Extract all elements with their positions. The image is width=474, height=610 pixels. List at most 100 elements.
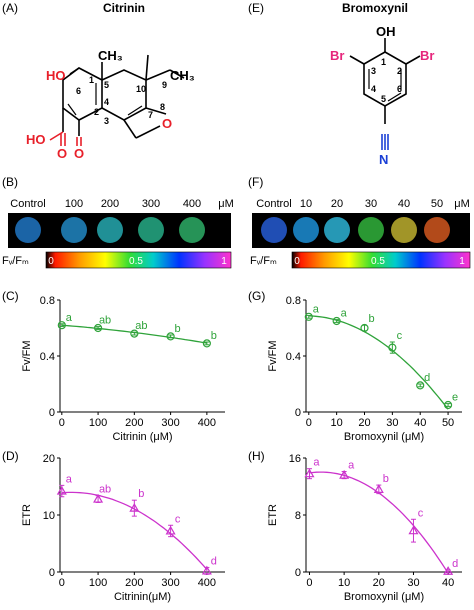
f-colorbar-tick-0: 0 <box>294 256 300 267</box>
citrinin-structure <box>49 54 185 146</box>
well <box>15 217 41 243</box>
x-tick-label: 20 <box>373 577 385 589</box>
f-conc-label: 50 <box>431 198 443 210</box>
significance-letter: a <box>66 473 73 485</box>
b-conc-label: 300 <box>142 198 160 210</box>
y-tick-label: 0 <box>49 407 55 419</box>
panel-label-f: (F) <box>248 175 263 189</box>
data-point <box>130 329 139 338</box>
significance-letter: ab <box>135 320 147 332</box>
y-axis-label: ETR <box>267 504 279 526</box>
pos-e6: 6 <box>397 84 402 94</box>
b-control-label: Control <box>10 198 45 210</box>
atom-o-acid: O <box>57 146 67 161</box>
panel-label-a: (A) <box>2 1 18 15</box>
well <box>97 217 123 243</box>
well <box>358 217 384 243</box>
significance-letter: b <box>211 330 217 342</box>
x-tick-label: 40 <box>414 417 426 429</box>
pos-5: 5 <box>104 80 109 90</box>
significance-letter: d <box>452 558 458 570</box>
y-tick-label: 0.4 <box>286 351 301 363</box>
b-colorbar-tick-05: 0.5 <box>129 256 143 267</box>
f-control-label: Control <box>256 198 291 210</box>
chart-h: 0 10 20 30 40 0 8 16 Bromoxynil (μM) ETR a a b c d <box>267 453 462 603</box>
well <box>261 217 287 243</box>
x-tick-label: 50 <box>442 417 454 429</box>
f-colorbar-label: Fᵥ/Fₘ <box>250 255 277 267</box>
data-point <box>129 502 140 512</box>
pos-2: 2 <box>94 107 99 117</box>
data-point <box>202 339 211 348</box>
significance-letter: a <box>66 312 73 324</box>
significance-letter: a <box>341 308 348 320</box>
data-point <box>388 343 397 352</box>
x-axis-label: Bromoxynil (μM) <box>344 431 424 443</box>
f-colorbar-tick-1: 1 <box>459 256 465 267</box>
significance-letter: b <box>175 323 181 335</box>
x-tick-label: 40 <box>442 577 454 589</box>
data-point <box>56 485 67 495</box>
x-tick-label: 30 <box>386 417 398 429</box>
pos-6: 6 <box>76 86 81 96</box>
significance-letter: d <box>211 555 217 567</box>
panel-label-d: (D) <box>2 449 19 463</box>
citrinin-numbers: 1 2 3 4 5 6 7 8 9 10 <box>76 75 167 126</box>
well <box>293 217 319 243</box>
data-point <box>93 323 103 333</box>
atom-o-keto: O <box>74 146 84 161</box>
pos-1: 1 <box>89 75 94 85</box>
pos-4: 4 <box>104 97 109 107</box>
x-tick-label: 0 <box>59 577 65 589</box>
pos-8: 8 <box>160 102 165 112</box>
b-colorbar-tick-1: 1 <box>221 256 227 267</box>
b-conc-label: 400 <box>183 198 201 210</box>
atom-ch3-top: CH₃ <box>98 48 123 63</box>
y-tick-label: 10 <box>43 510 55 522</box>
well <box>138 217 164 243</box>
significance-letter: c <box>418 507 424 519</box>
citrinin-title: Citrinin <box>103 1 145 15</box>
y-tick-label: 0 <box>295 567 301 579</box>
pos-10: 10 <box>136 84 146 94</box>
bromoxynil-numbers: 1 2 3 4 5 6 <box>371 57 402 104</box>
significance-letter: b <box>368 313 374 325</box>
well <box>424 217 450 243</box>
x-tick-label: 0 <box>59 417 65 429</box>
atom-o-ring: O <box>162 116 172 131</box>
bromoxynil-structure <box>349 38 421 150</box>
y-axis-label: ETR <box>21 504 33 526</box>
y-tick-label: 0.4 <box>40 351 55 363</box>
panel-label-e: (E) <box>248 1 264 15</box>
chart-g: 0 10 20 30 40 50 0 0.4 0.8 Bromoxynil (μM) Fv/FM a a… <box>267 295 462 443</box>
data-point <box>360 323 369 333</box>
data-point <box>166 332 175 341</box>
citrinin-atoms: HO CH₃ CH₃ HO O O O <box>26 48 195 161</box>
f-conc-label: 20 <box>331 198 343 210</box>
x-tick-label: 10 <box>331 417 343 429</box>
significance-letter: ab <box>99 315 111 327</box>
x-axis-label: Citrinin(μM) <box>114 591 171 603</box>
x-tick-label: 200 <box>125 417 143 429</box>
bromoxynil-title: Bromoxynil <box>342 1 408 15</box>
y-tick-label: 0 <box>295 407 301 419</box>
atom-ho: HO <box>46 68 66 83</box>
data-point <box>332 316 341 326</box>
b-conc-label: 100 <box>65 198 83 210</box>
x-tick-label: 0 <box>306 417 312 429</box>
f-conc-label: 40 <box>398 198 410 210</box>
pos-9: 9 <box>162 80 167 90</box>
pos-e2: 2 <box>397 66 402 76</box>
fit-curve <box>308 315 449 410</box>
data-point <box>165 525 176 535</box>
data-point <box>339 469 350 479</box>
significance-letter: ab <box>99 484 111 496</box>
f-colorbar-tick-05: 0.5 <box>371 256 385 267</box>
b-colorbar-label: Fᵥ/Fₘ <box>2 255 29 267</box>
well <box>61 217 87 243</box>
b-wells <box>15 217 205 243</box>
panel-label-c: (C) <box>2 289 19 303</box>
y-axis-label: Fv/FM <box>267 340 279 371</box>
pos-7: 7 <box>148 110 153 120</box>
